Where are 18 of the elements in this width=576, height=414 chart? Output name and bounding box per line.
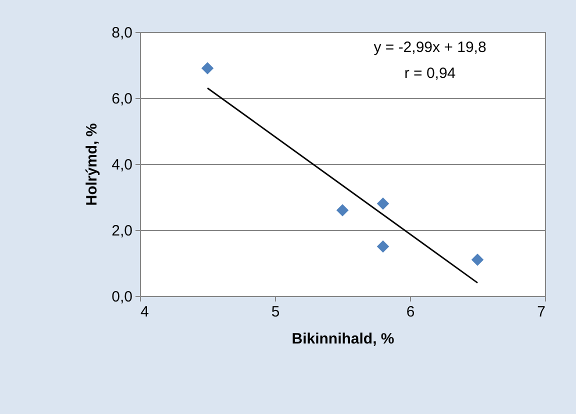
point: [201, 62, 214, 74]
x-tick-label: 7: [537, 304, 546, 320]
point: [376, 240, 390, 253]
y-tick-label: 8,0: [112, 24, 132, 42]
x-axis-title: Bikinnihald, %: [292, 330, 394, 348]
y-tick-label: 6,0: [112, 90, 132, 108]
annotation: r = 0,94: [404, 65, 456, 82]
x-tick-label: 4: [140, 304, 149, 320]
point: [471, 254, 484, 266]
point: [376, 197, 390, 210]
x-tick-label: 6: [406, 304, 415, 320]
y-tick-label: 4,0: [112, 156, 132, 174]
y-tick-label: 0,0: [112, 288, 132, 306]
annotation: y = -2,99x + 19,8: [374, 39, 486, 56]
y-axis-title: Holrýmd, %: [84, 123, 101, 206]
y-tick-label: 2,0: [112, 222, 132, 240]
x-tick-label: 5: [271, 304, 280, 320]
point: [336, 204, 349, 216]
